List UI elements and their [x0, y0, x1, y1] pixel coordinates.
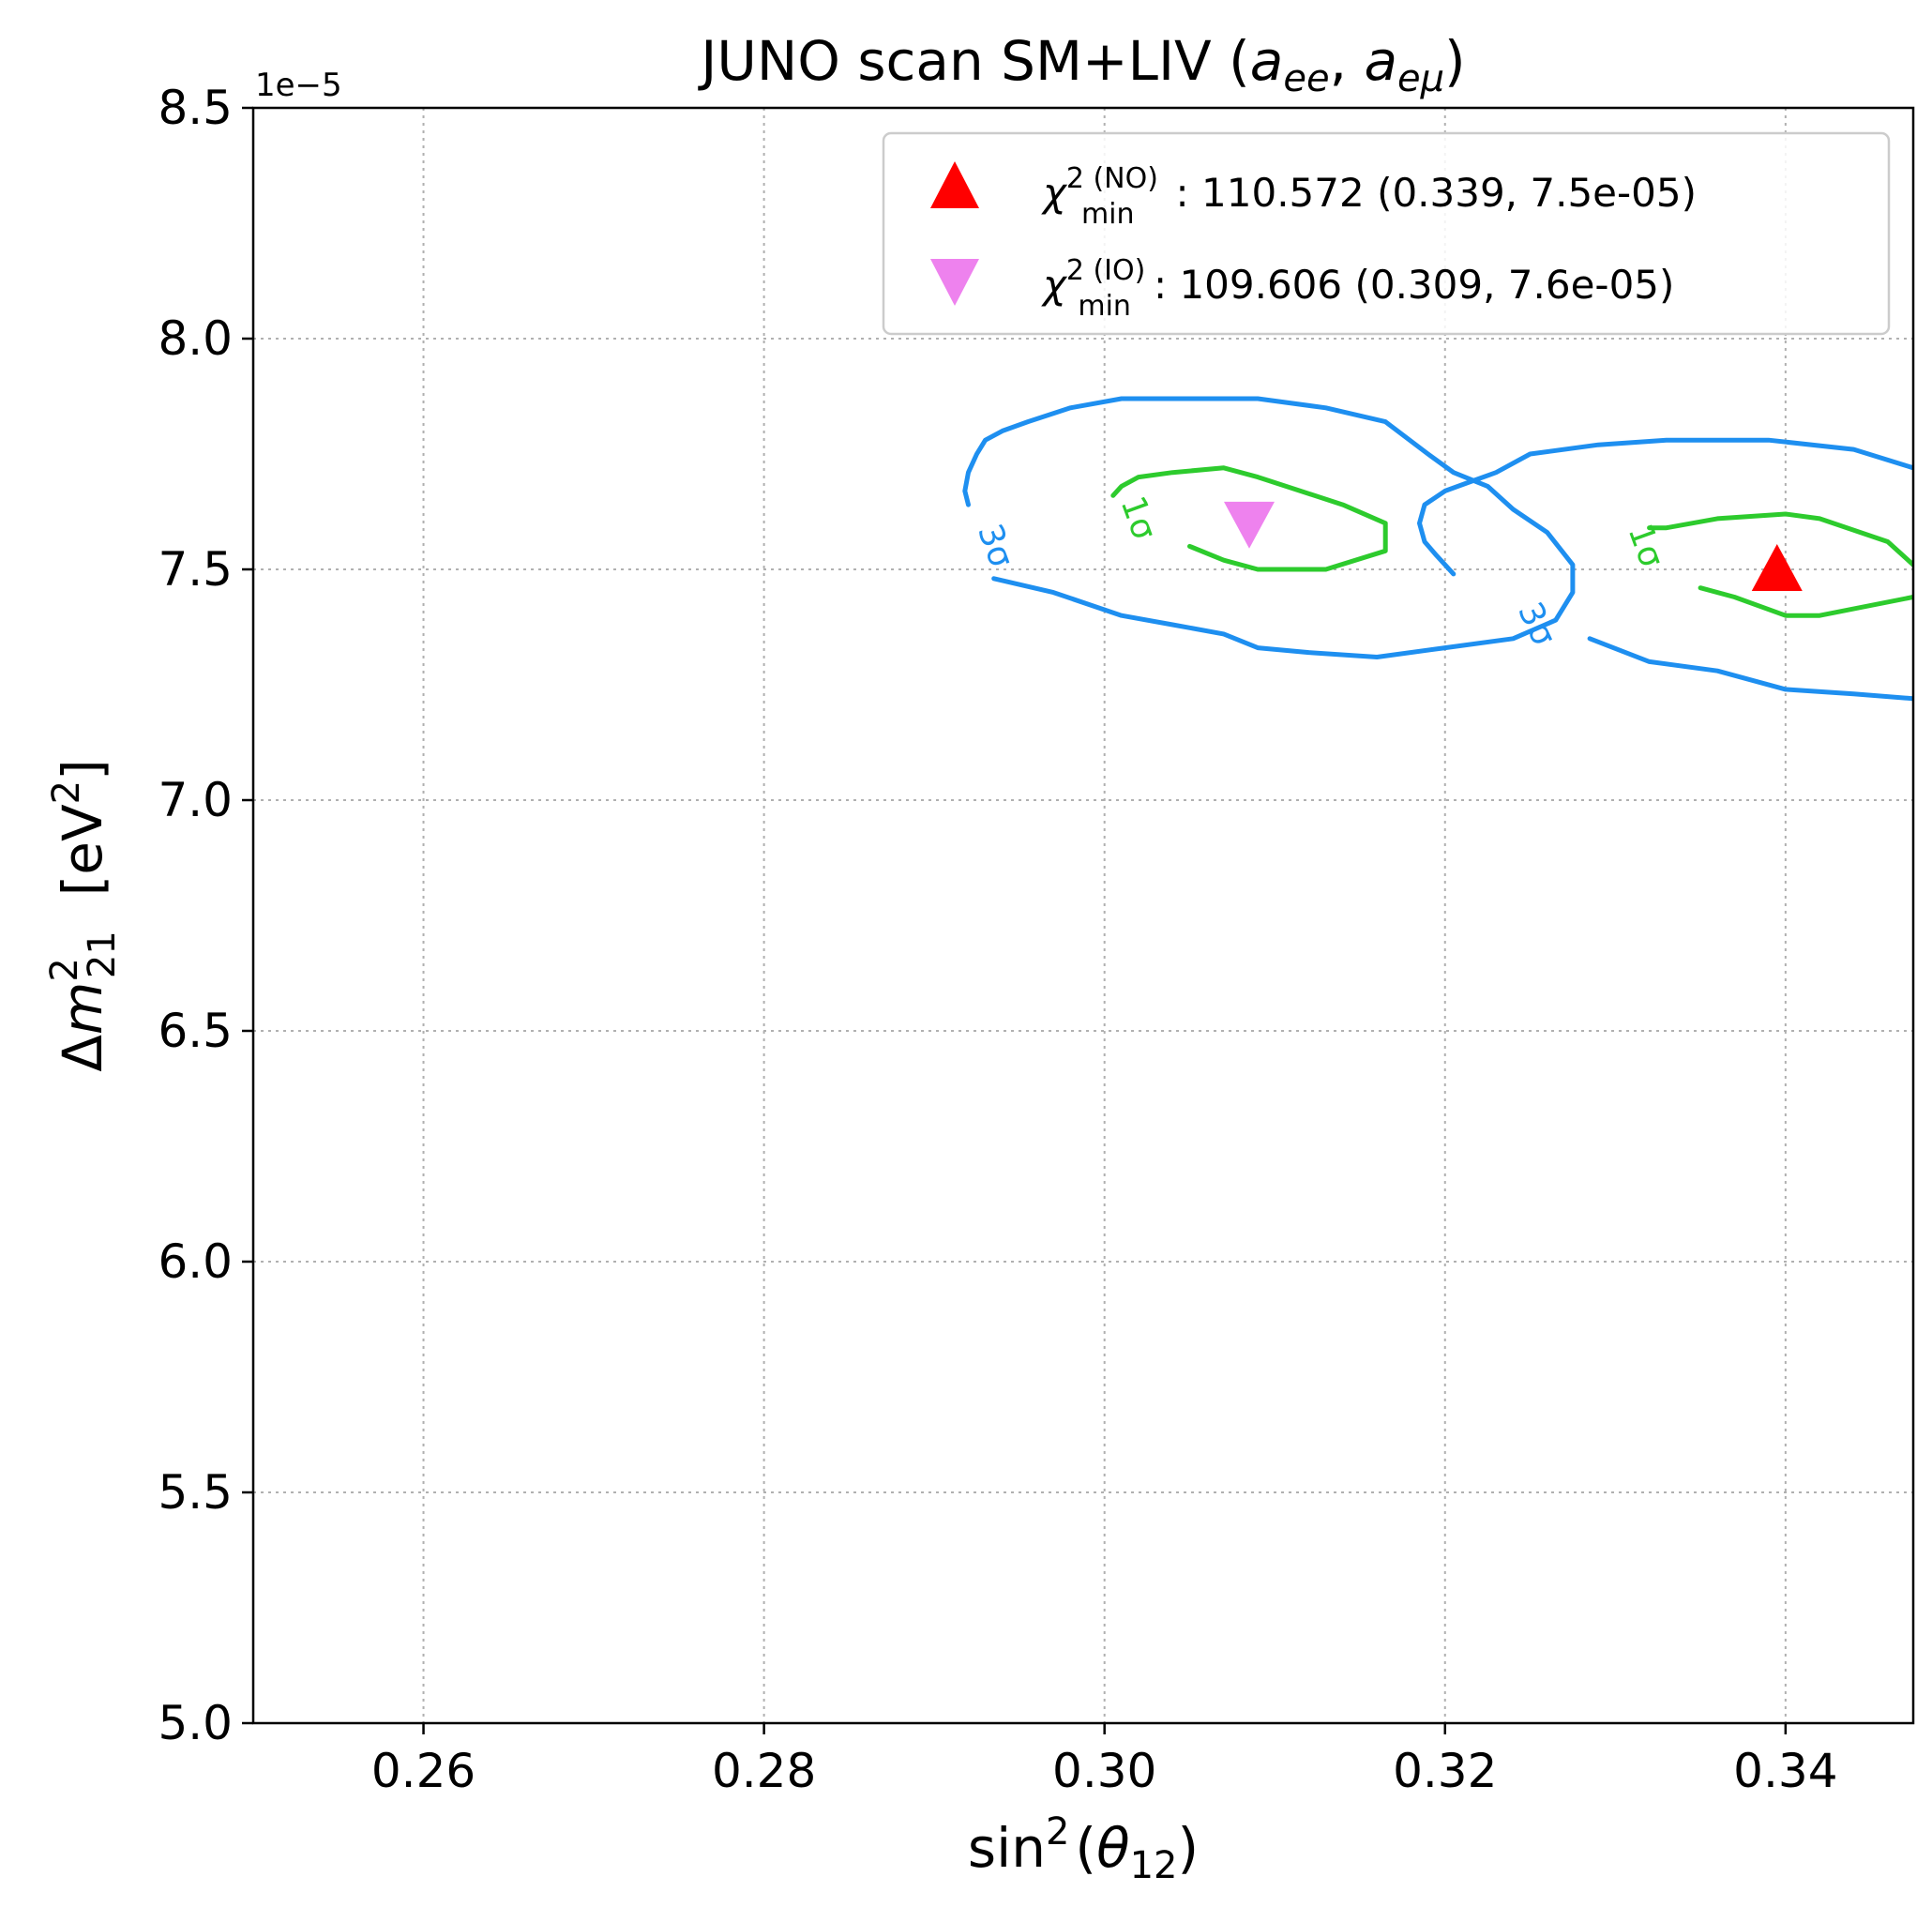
y-tick-label-0: 5.0: [158, 1696, 233, 1750]
y-tick-label-1: 5.5: [158, 1465, 233, 1520]
y-axis-title: Δm221 [eV2]: [43, 759, 124, 1072]
contour-label-2: 3σ: [1510, 597, 1562, 652]
contour-1sigma-3: [1647, 511, 1913, 618]
x-tick-label-0: 0.26: [371, 1744, 475, 1798]
legend-box: [882, 131, 1891, 336]
contour-3sigma-0: [962, 396, 1576, 659]
x-tick-label-3: 0.32: [1393, 1744, 1497, 1798]
x-ticks: 0.26 0.28 0.30 0.32 0.34: [371, 1723, 1838, 1798]
x-axis-title: sin2 (θ12): [968, 1810, 1199, 1887]
legend-entry-no: χ2 (NO) min: 110.572 (0.339, 7.5e-05): [1041, 162, 1697, 231]
grid: [253, 107, 1913, 1724]
markers: [1224, 501, 1803, 591]
marker-triangle-down-1: [1224, 501, 1275, 549]
chart-title: JUNO scan SM+LIV (aee, aeμ): [698, 29, 1465, 100]
y-tick-label-7: 8.5: [158, 81, 233, 135]
y-tick-label-6: 8.0: [158, 311, 233, 366]
marker-triangle-up-0: [1751, 544, 1803, 591]
contour-label-1: 1σ: [1113, 492, 1164, 545]
y-offset-label: 1e−5: [255, 67, 342, 104]
y-tick-label-4: 7.0: [158, 773, 233, 827]
y-ticks: 5.0 5.5 6.0 6.5 7.0 7.5 8.0 8.5: [158, 81, 253, 1750]
y-tick-label-2: 6.0: [158, 1234, 233, 1289]
legend: χ2 (NO) min: 110.572 (0.339, 7.5e-05) χ2 …: [882, 131, 1891, 336]
legend-marker-io: [930, 259, 979, 306]
x-tick-label-2: 0.30: [1052, 1744, 1156, 1798]
contour-label-0: 3σ: [970, 519, 1020, 572]
x-tick-label-1: 0.28: [712, 1744, 816, 1798]
contours: [962, 396, 1913, 702]
contour-1sigma-1: [1110, 465, 1388, 572]
x-tick-label-4: 0.34: [1733, 1744, 1837, 1798]
y-tick-label-5: 7.5: [158, 542, 233, 597]
plot-frame: [251, 106, 1915, 1725]
contour-3sigma-2: [1417, 437, 1913, 702]
y-tick-label-3: 6.5: [158, 1004, 233, 1058]
legend-entry-io: χ2 (IO) min: 109.606 (0.309, 7.6e-05): [1041, 254, 1674, 323]
legend-marker-no: [930, 161, 979, 208]
